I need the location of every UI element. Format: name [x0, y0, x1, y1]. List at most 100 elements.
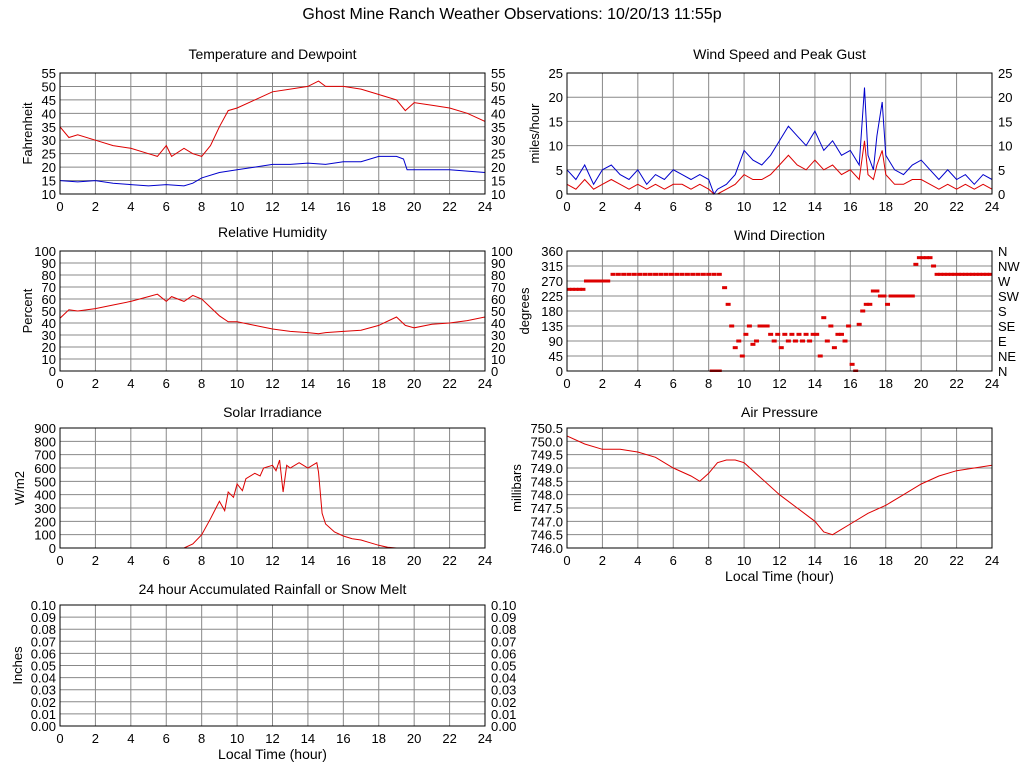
pressure-xtick-label: 4 [634, 553, 641, 568]
winddir-ytick-label: 225 [541, 289, 563, 304]
winddir-point [668, 272, 674, 276]
humidity-ytick-label: 10 [42, 352, 56, 367]
wind-xtick-label: 10 [737, 199, 751, 214]
rain-ytick-label: 0.08 [31, 622, 56, 637]
winddir-point [814, 332, 820, 336]
winddir-point [796, 332, 802, 336]
winddir-point [803, 332, 809, 336]
humidity-ytick-label: 0 [49, 364, 56, 379]
wind-ytick-label-right: 5 [998, 163, 1005, 178]
winddir-xtick-label: 2 [599, 376, 606, 391]
winddir-point [732, 346, 738, 350]
temp-xtick-label: 22 [442, 199, 456, 214]
rain-xtick-label: 22 [442, 731, 456, 746]
pressure-ytick-label: 749.0 [530, 461, 563, 476]
rain-ytick-label-right: 0.00 [491, 719, 516, 734]
winddir-point [598, 279, 604, 283]
pressure-xtick-label: 22 [949, 553, 963, 568]
winddir-point [923, 256, 929, 260]
pressure-xtick-label: 0 [563, 553, 570, 568]
winddir-point [642, 272, 648, 276]
humidity-ytick-label-right: 10 [491, 352, 505, 367]
temp-xtick-label: 16 [336, 199, 350, 214]
wind-xtick-label: 14 [808, 199, 822, 214]
temp-ytick-label-right: 40 [491, 106, 505, 121]
rain-xtick-label: 6 [163, 731, 170, 746]
winddir-point [580, 287, 586, 291]
winddir-point [626, 272, 632, 276]
humidity-ytick-label: 30 [42, 328, 56, 343]
temp-xtick-label: 20 [407, 199, 421, 214]
humidity-xtick-label: 6 [163, 376, 170, 391]
temp-ytick-label-right: 25 [491, 147, 505, 162]
winddir-xtick-label: 24 [985, 376, 999, 391]
winddir-point [849, 362, 855, 366]
humidity-xtick-label: 8 [198, 376, 205, 391]
solar-xtick-label: 12 [265, 553, 279, 568]
pressure-xtick-label: 24 [985, 553, 999, 568]
winddir-xtick-label: 6 [670, 376, 677, 391]
wind-xtick-label: 18 [879, 199, 893, 214]
humidity-ytick-label: 20 [42, 340, 56, 355]
rain-xtick-label: 8 [198, 731, 205, 746]
rain-ytick-label: 0.03 [31, 683, 56, 698]
winddir-point [913, 262, 919, 266]
rain-ytick-label: 0.10 [31, 598, 56, 613]
winddir-point [941, 272, 947, 276]
solar-ytick-label: 0 [49, 541, 56, 556]
winddir-ytick-label: 360 [541, 244, 563, 259]
winddir-point [948, 272, 954, 276]
winddir-point [970, 272, 976, 276]
winddir-xtick-label: 16 [843, 376, 857, 391]
rain-title: 24 hour Accumulated Rainfall or Snow Mel… [139, 581, 407, 597]
solar-frame [59, 427, 486, 549]
humidity-xtick-label: 10 [230, 376, 244, 391]
wind-ytick-label: 0 [556, 187, 563, 202]
winddir-point [569, 287, 575, 291]
rain-xlabel: Local Time (hour) [218, 746, 327, 762]
solar-ytick-label: 800 [34, 434, 56, 449]
winddir-point [860, 309, 866, 313]
temp-frame [59, 72, 486, 195]
wind-xtick-label: 2 [599, 199, 606, 214]
pressure-xtick-label: 20 [914, 553, 928, 568]
winddir-point [952, 272, 958, 276]
winddir-point [610, 272, 616, 276]
temp-ytick-label-right: 45 [491, 93, 505, 108]
winddir-compass-label: NW [998, 259, 1020, 274]
winddir-point [591, 279, 597, 283]
winddir-point [658, 272, 664, 276]
winddir-point [605, 279, 611, 283]
rain-ytick-label: 0.05 [31, 659, 56, 674]
temp-ytick-label: 35 [42, 120, 56, 135]
wind-ytick-label: 5 [556, 163, 563, 178]
winddir-xtick-label: 8 [705, 376, 712, 391]
winddir-xtick-label: 10 [737, 376, 751, 391]
rain-ytick-label-right: 0.02 [491, 695, 516, 710]
pressure-xtick-label: 6 [670, 553, 677, 568]
winddir-point [567, 287, 572, 291]
solar-ytick-label: 300 [34, 501, 56, 516]
solar-ytick-label: 100 [34, 528, 56, 543]
rain-xtick-label: 10 [230, 731, 244, 746]
winddir-point [594, 279, 600, 283]
winddir-xtick-label: 18 [879, 376, 893, 391]
winddir-point [587, 279, 593, 283]
pressure-ytick-label: 747.5 [530, 501, 563, 516]
winddir-ytick-label: 90 [549, 334, 563, 349]
humidity-frame [59, 250, 486, 372]
pressure-xtick-label: 14 [808, 553, 822, 568]
solar-xtick-label: 8 [198, 553, 205, 568]
winddir-ytick-label: 180 [541, 304, 563, 319]
winddir-point [962, 272, 968, 276]
humidity-ytick-label-right: 60 [491, 292, 505, 307]
humidity-ytick-label-right: 80 [491, 268, 505, 283]
solar-ytick-label: 900 [34, 421, 56, 436]
wind-title: Wind Speed and Peak Gust [693, 46, 866, 62]
temp-ytick-label-right: 55 [491, 66, 505, 81]
winddir-point [663, 272, 669, 276]
rain-ytick-label-right: 0.04 [491, 671, 516, 686]
rain-xtick-label: 20 [407, 731, 421, 746]
